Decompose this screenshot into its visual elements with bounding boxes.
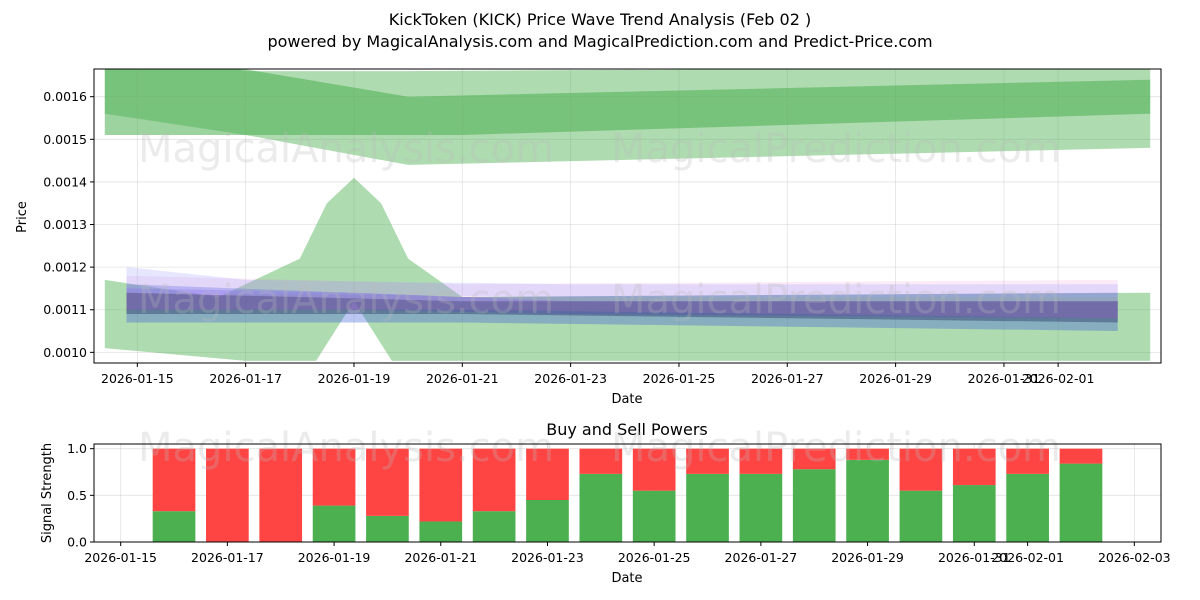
signal-x-label: Date bbox=[611, 571, 642, 586]
buy-bar bbox=[526, 500, 569, 542]
signal-x-tick-label: 2026-02-01 bbox=[991, 550, 1064, 565]
price-x-tick-label: 2026-01-21 bbox=[426, 371, 499, 386]
watermark-prediction: MagicalPrediction.com bbox=[611, 277, 1061, 323]
signal-x-tick-label: 2026-01-29 bbox=[831, 550, 904, 565]
price-bands bbox=[104, 69, 1151, 361]
signal-x-tick-label: 2026-01-25 bbox=[618, 550, 691, 565]
sell-bar bbox=[472, 448, 516, 512]
price-x-tick-label: 2026-01-25 bbox=[643, 371, 716, 386]
forecast-band-pink bbox=[126, 275, 1118, 319]
watermark-analysis: MagicalAnalysis.com bbox=[138, 425, 554, 471]
price-x-tick-label: 2026-01-29 bbox=[859, 371, 932, 386]
signal-title: Buy and Sell Powers bbox=[546, 420, 708, 439]
watermark-analysis: MagicalAnalysis.com bbox=[138, 277, 554, 323]
buy-bar bbox=[899, 490, 943, 542]
upper-wave-inner bbox=[104, 69, 1151, 135]
price-x-tick-label: 2026-01-27 bbox=[751, 371, 824, 386]
buy-bar bbox=[472, 511, 516, 542]
sell-bar bbox=[419, 448, 463, 522]
price-y-tick-label: 0.0012 bbox=[43, 260, 87, 275]
sell-bar bbox=[952, 448, 996, 486]
price-y-tick-label: 0.0011 bbox=[43, 302, 87, 317]
forecast-band-violet bbox=[126, 288, 1118, 319]
price-x-ticks: 2026-01-15 2026-01-17 2026-01-19 2026-01-21… bbox=[101, 363, 1094, 386]
buy-bar bbox=[792, 469, 836, 542]
price-x-label: Date bbox=[611, 392, 642, 407]
signal-x-tick-label: 2026-01-21 bbox=[404, 550, 477, 565]
signal-x-ticks: 2026-01-15 2026-01-17 2026-01-19 2026-01-21… bbox=[84, 542, 1171, 565]
signal-x-tick-label: 2026-01-17 bbox=[191, 550, 264, 565]
price-x-tick-label: 2026-01-23 bbox=[534, 371, 607, 386]
signal-bars bbox=[152, 448, 1103, 542]
price-y-label: Price bbox=[15, 201, 30, 233]
buy-bar bbox=[632, 490, 676, 542]
lower-wave-outer bbox=[104, 177, 1151, 361]
sell-bar bbox=[579, 448, 623, 474]
signal-x-tick-label: 2026-01-15 bbox=[84, 550, 157, 565]
buy-bar bbox=[739, 473, 783, 542]
price-y-tick-label: 0.0014 bbox=[43, 174, 87, 189]
signal-y-tick-label: 0.5 bbox=[67, 488, 87, 503]
chart-subtitle: powered by MagicalAnalysis.com and Magic… bbox=[267, 32, 932, 51]
forecast-band-blue bbox=[126, 284, 1118, 331]
chart-title: KickToken (KICK) Price Wave Trend Analys… bbox=[389, 10, 811, 29]
signal-y-ticks: 0.0 0.5 1.0 bbox=[67, 441, 94, 550]
buy-bar bbox=[1059, 463, 1103, 542]
signal-x-tick-label: 2026-02-03 bbox=[1098, 550, 1171, 565]
price-y-tick-label: 0.0010 bbox=[43, 345, 87, 360]
watermark-analysis: MagicalAnalysis.com bbox=[138, 126, 554, 172]
price-plot-frame bbox=[93, 68, 1162, 364]
signal-y-label: Signal Strength bbox=[40, 443, 55, 543]
sell-bar bbox=[846, 448, 889, 460]
buy-bar bbox=[312, 505, 356, 542]
sell-bar bbox=[526, 448, 569, 500]
sell-bar bbox=[1059, 448, 1103, 464]
watermark-prediction: MagicalPrediction.com bbox=[611, 126, 1061, 172]
sell-bar bbox=[366, 448, 409, 516]
buy-bar bbox=[579, 473, 623, 542]
buy-bar bbox=[152, 511, 196, 542]
sell-bar bbox=[206, 448, 249, 542]
buy-bar bbox=[952, 485, 996, 542]
signal-panel: Buy and Sell Powers MagicalAnalysis.com … bbox=[40, 420, 1171, 586]
price-y-tick-label: 0.0013 bbox=[43, 217, 87, 232]
forecast-band-lavender bbox=[126, 267, 1118, 297]
sell-bar bbox=[1006, 448, 1049, 474]
signal-y-tick-label: 1.0 bbox=[67, 441, 87, 456]
price-panel: MagicalAnalysis.com MagicalPrediction.co… bbox=[15, 68, 1162, 407]
price-x-tick-label: 2026-01-31 bbox=[968, 371, 1041, 386]
signal-x-tick-label: 2026-01-19 bbox=[298, 550, 371, 565]
sell-bar bbox=[899, 448, 943, 491]
sell-bar bbox=[259, 448, 303, 542]
signal-x-tick-label: 2026-01-23 bbox=[511, 550, 584, 565]
forecast-band-slate bbox=[126, 292, 1118, 323]
signal-x-tick-label: 2026-01-31 bbox=[938, 550, 1011, 565]
watermark-prediction: MagicalPrediction.com bbox=[611, 425, 1061, 471]
buy-bar bbox=[1006, 473, 1049, 542]
price-y-tick-label: 0.0015 bbox=[43, 132, 87, 147]
signal-y-tick-label: 0.0 bbox=[67, 535, 87, 550]
sell-bar bbox=[739, 448, 783, 474]
sell-bar bbox=[152, 448, 196, 512]
sell-bar bbox=[312, 448, 356, 506]
price-x-tick-label: 2026-02-01 bbox=[1022, 371, 1095, 386]
price-y-ticks: 0.0010 0.0011 0.0012 0.0013 0.0014 0.0015 0.00… bbox=[43, 89, 94, 360]
price-x-tick-label: 2026-01-19 bbox=[318, 371, 391, 386]
buy-bar bbox=[419, 521, 463, 542]
buy-bar bbox=[686, 473, 729, 542]
sell-bar bbox=[792, 448, 836, 470]
price-x-tick-label: 2026-01-17 bbox=[209, 371, 282, 386]
buy-bar bbox=[366, 515, 409, 542]
signal-plot-frame bbox=[93, 443, 1162, 543]
sell-bar bbox=[686, 448, 729, 474]
buy-bar bbox=[846, 459, 889, 542]
sell-bar bbox=[632, 448, 676, 491]
signal-x-tick-label: 2026-01-27 bbox=[725, 550, 798, 565]
price-y-tick-label: 0.0016 bbox=[43, 89, 87, 104]
price-x-tick-label: 2026-01-15 bbox=[101, 371, 174, 386]
